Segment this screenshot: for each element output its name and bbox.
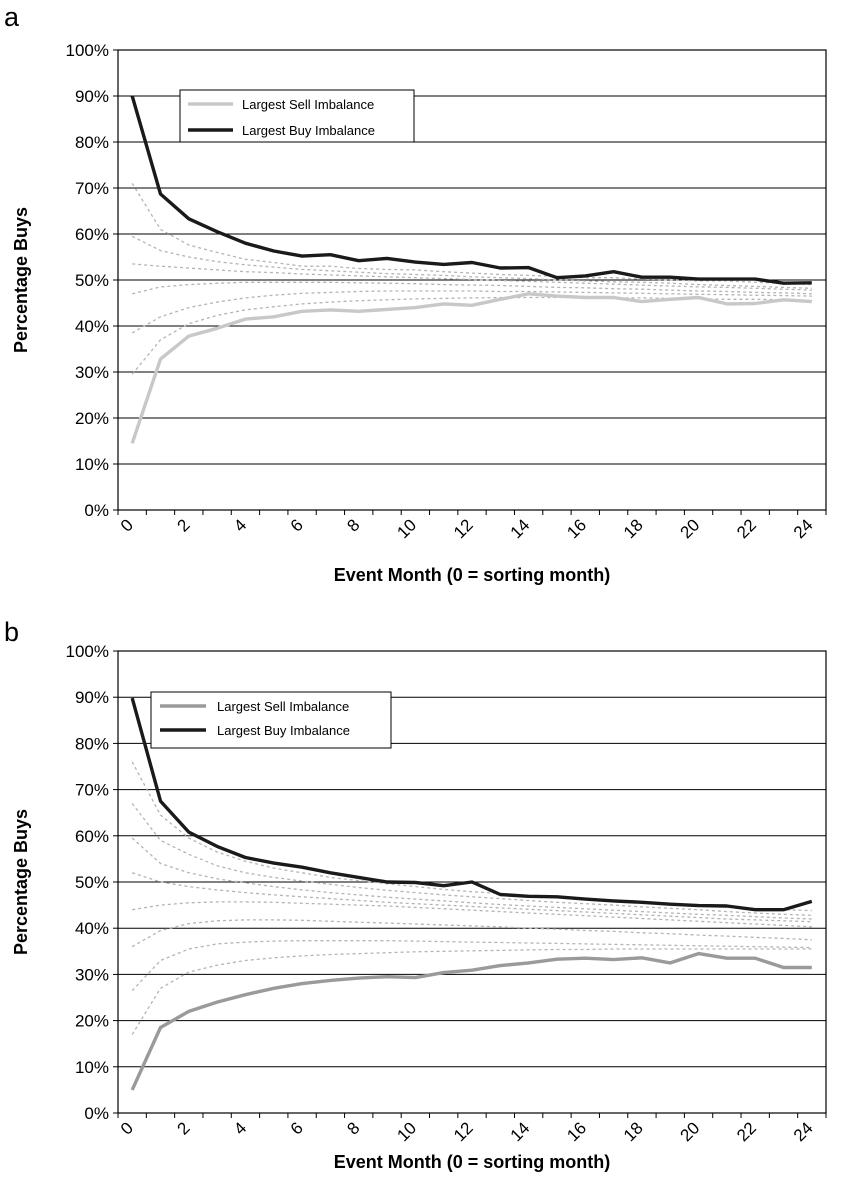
x-tick-label: 22 xyxy=(733,515,760,542)
y-tick-label: 80% xyxy=(75,133,109,152)
x-tick-label: 8 xyxy=(343,515,363,535)
y-tick-label: 50% xyxy=(75,873,109,892)
percentile-band-line xyxy=(131,296,812,375)
x-tick-label: 10 xyxy=(393,1118,420,1145)
series-line-largest-sell-imbalance xyxy=(130,292,812,444)
y-axis-title: Percentage Buys xyxy=(11,207,31,353)
x-axis-title: Event Month (0 = sorting month) xyxy=(334,565,611,585)
y-tick-label: 10% xyxy=(75,455,109,474)
y-tick-label: 0% xyxy=(84,501,109,520)
y-tick-label: 70% xyxy=(75,781,109,800)
y-tick-label: 20% xyxy=(75,1012,109,1031)
panel-letter: b xyxy=(4,617,19,647)
y-tick-label: 10% xyxy=(75,1058,109,1077)
x-tick-label: 6 xyxy=(287,1118,307,1138)
legend-label: Largest Sell Imbalance xyxy=(217,699,349,714)
percentile-band-line xyxy=(131,948,812,1035)
x-tick-label: 0 xyxy=(117,1118,137,1138)
x-tick-label: 2 xyxy=(173,1118,193,1138)
x-tick-label: 4 xyxy=(230,1118,250,1138)
x-tick-label: 12 xyxy=(450,1118,477,1145)
y-tick-label: 40% xyxy=(75,919,109,938)
y-tick-label: 60% xyxy=(75,827,109,846)
y-tick-label: 90% xyxy=(75,87,109,106)
x-tick-label: 0 xyxy=(117,515,137,535)
x-tick-label: 24 xyxy=(790,515,817,542)
plot-frame xyxy=(117,650,827,1114)
y-tick-label: 40% xyxy=(75,317,109,336)
x-tick-label: 8 xyxy=(343,1118,363,1138)
percentile-band-line xyxy=(131,235,812,289)
x-tick-label: 6 xyxy=(287,515,307,535)
x-tick-label: 16 xyxy=(563,1118,590,1145)
percentile-band-line xyxy=(131,919,812,948)
x-tick-label: 10 xyxy=(393,515,420,542)
percentile-band-line xyxy=(132,263,812,291)
plot-frame xyxy=(117,49,827,511)
x-tick-label: 18 xyxy=(620,515,647,542)
panel-b: b0%10%20%30%40%50%60%70%80%90%100%0 2 4 6 8 1… xyxy=(4,617,827,1172)
y-tick-label: 30% xyxy=(75,363,109,382)
x-tick-label: 22 xyxy=(733,1118,760,1145)
legend-label: Largest Buy Imbalance xyxy=(217,723,350,738)
legend-box xyxy=(179,89,415,143)
percentile-band-line xyxy=(131,940,812,992)
x-axis-title: Event Month (0 = sorting month) xyxy=(334,1152,611,1172)
percentile-band-line xyxy=(131,803,812,916)
percentile-band-line xyxy=(131,872,812,923)
x-tick-label: 16 xyxy=(563,515,590,542)
x-tick-label: 12 xyxy=(450,515,477,542)
percentile-band-line xyxy=(132,281,812,295)
panel-letter: a xyxy=(4,2,20,32)
y-tick-label: 0% xyxy=(84,1104,109,1123)
legend-box xyxy=(150,691,392,749)
x-tick-label: 2 xyxy=(173,515,193,535)
y-axis-title: Percentage Buys xyxy=(11,809,31,955)
legend-label: Largest Sell Imbalance xyxy=(242,97,374,112)
y-tick-label: 60% xyxy=(75,225,109,244)
legend-label: Largest Buy Imbalance xyxy=(242,123,375,138)
panel-a: a0%10%20%30%40%50%60%70%80%90%100%0 2 4 6 8 1… xyxy=(4,2,827,585)
series-line-largest-sell-imbalance xyxy=(130,951,812,1091)
x-tick-label: 4 xyxy=(230,515,250,535)
y-tick-label: 100% xyxy=(66,41,109,60)
y-tick-label: 80% xyxy=(75,734,109,753)
y-tick-label: 30% xyxy=(75,965,109,984)
series-line-largest-buy-imbalance xyxy=(130,697,813,912)
x-tick-label: 14 xyxy=(507,515,534,542)
x-tick-label: 20 xyxy=(677,1118,704,1145)
y-tick-label: 50% xyxy=(75,271,109,290)
y-tick-label: 70% xyxy=(75,179,109,198)
x-tick-label: 18 xyxy=(620,1118,647,1145)
x-tick-label: 20 xyxy=(677,515,704,542)
x-tick-label: 24 xyxy=(790,1118,817,1145)
x-tick-label: 14 xyxy=(507,1118,534,1145)
percentile-band-line xyxy=(131,183,812,286)
series-line-largest-buy-imbalance xyxy=(130,95,812,285)
y-tick-label: 100% xyxy=(66,642,109,661)
y-tick-label: 90% xyxy=(75,688,109,707)
y-tick-label: 20% xyxy=(75,409,109,428)
